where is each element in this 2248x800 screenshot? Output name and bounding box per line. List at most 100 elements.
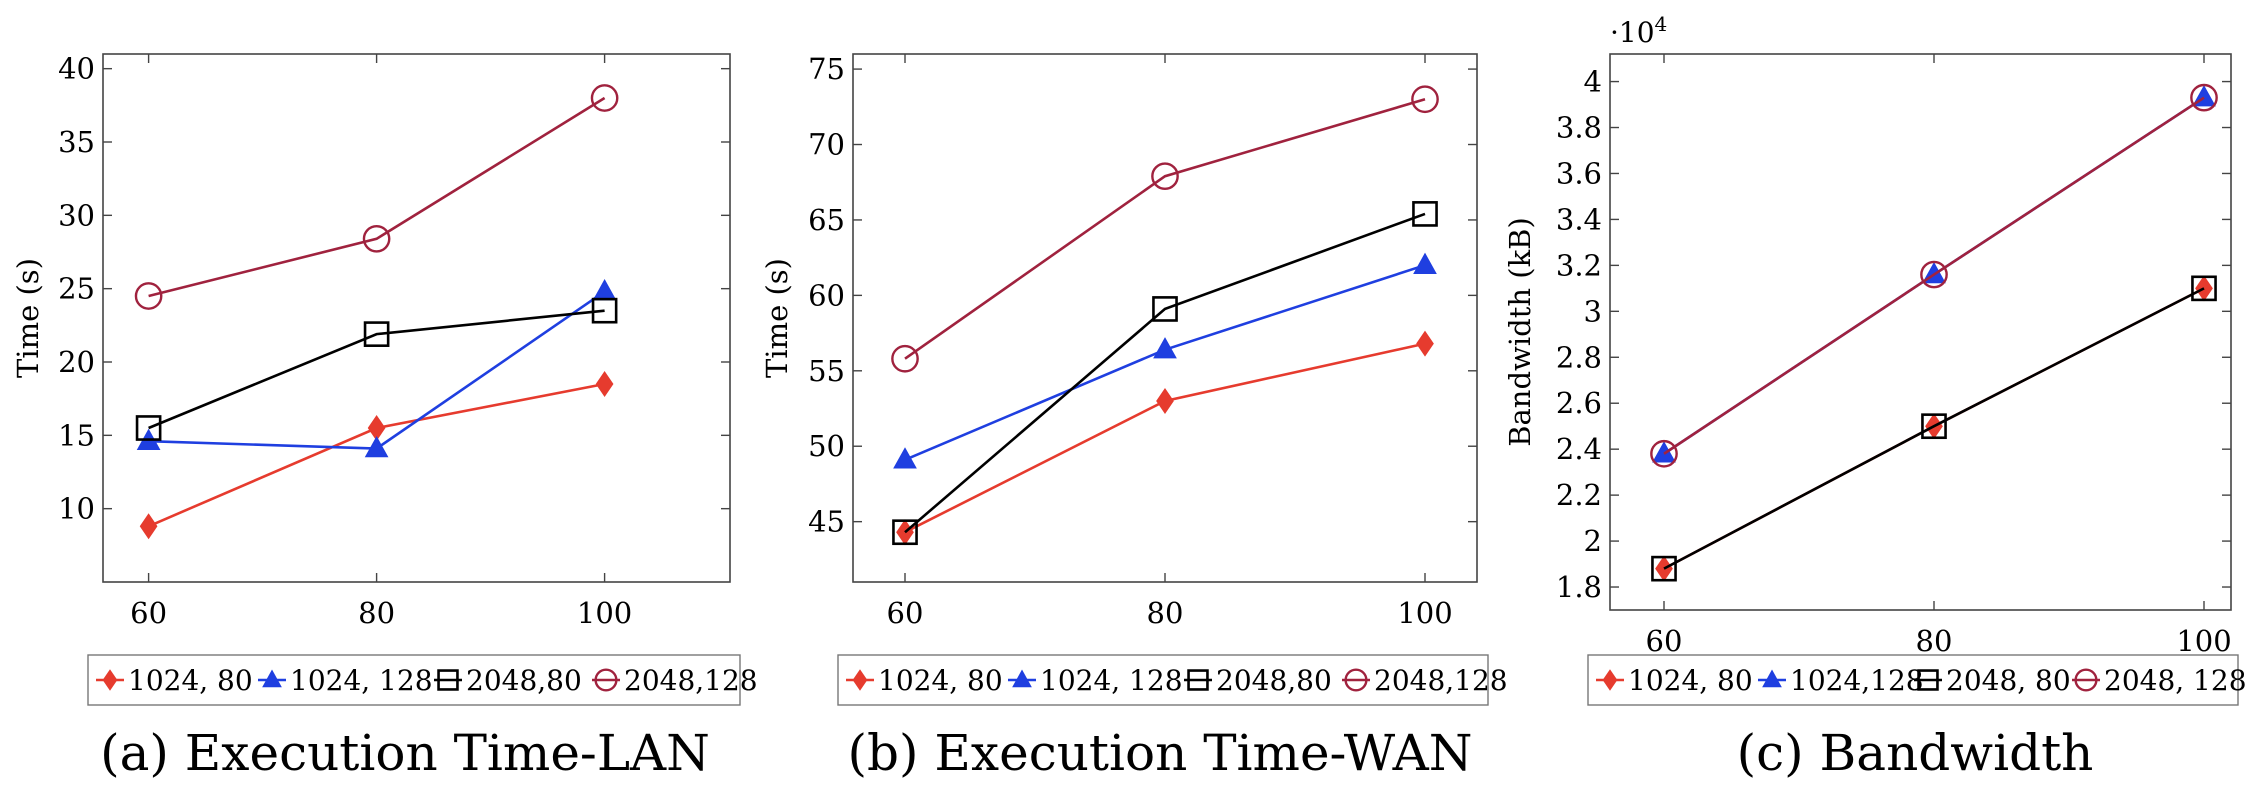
x-tick-label: 60 — [1646, 624, 1683, 658]
y-tick-label: 65 — [808, 203, 845, 237]
y-tick-label: 45 — [808, 505, 845, 539]
marker-triangle — [592, 279, 617, 301]
y-tick-label: 3.4 — [1556, 202, 1602, 236]
series-line — [1663, 96, 2205, 455]
marker-circle — [362, 224, 391, 253]
marker-circle — [891, 344, 919, 373]
y-tick-label: 25 — [58, 272, 95, 306]
y-tick-label: 35 — [58, 125, 95, 159]
marker-triangle — [1413, 252, 1437, 274]
legend-label: 1024, 80 — [1628, 664, 1753, 697]
marker-triangle — [364, 435, 389, 458]
legend-box — [87, 654, 741, 706]
y-tick-label: 10 — [58, 492, 95, 526]
marker-diamond — [852, 669, 868, 691]
marker-square — [892, 519, 918, 546]
x-tick-label: 80 — [1916, 624, 1953, 658]
y-tick-label: 60 — [808, 278, 845, 312]
plot-frame — [1609, 53, 2232, 611]
marker-diamond — [1156, 387, 1174, 414]
legend-label: 1024, 80 — [128, 664, 253, 697]
marker-diamond — [1416, 330, 1434, 357]
y-tick-label: 1.8 — [1556, 570, 1602, 604]
marker-triangle — [1153, 337, 1177, 359]
y-axis-label: Time (s) — [760, 258, 794, 378]
legend-label: 2048, 80 — [1946, 664, 2071, 697]
y-tick-label: 30 — [58, 198, 95, 232]
legend-label: 2048,128 — [1374, 664, 1508, 697]
y-tick-label: 40 — [58, 52, 95, 86]
marker-square — [363, 321, 390, 347]
series-line — [1663, 287, 2205, 570]
marker-square — [437, 669, 459, 691]
y-tick-label: 20 — [58, 345, 95, 379]
marker-diamond — [1602, 669, 1618, 691]
marker-circle — [594, 668, 618, 692]
y-tick-label: 4 — [1584, 65, 1602, 99]
legend-label: 1024,128 — [1790, 664, 1924, 697]
marker-circle — [1411, 85, 1439, 114]
x-tick-label: 80 — [1147, 596, 1184, 630]
y-tick-label: 3.2 — [1556, 248, 1602, 282]
panel-execution-time-wan: 60 80 100 45 50 55 60 65 70 75 Time (s) 1024, 80 102… — [760, 52, 1508, 782]
y-tick-label: 3 — [1584, 294, 1602, 328]
y-tick-label: 2.6 — [1556, 386, 1602, 420]
x-tick-label: 100 — [1397, 596, 1452, 630]
legend-label: 2048,80 — [1216, 664, 1332, 697]
marker-diamond — [595, 371, 614, 397]
x-tick-label: 60 — [130, 596, 167, 630]
marker-square — [1152, 296, 1178, 322]
y-tick-label: 70 — [808, 128, 845, 162]
marker-triangle — [1762, 669, 1782, 688]
marker-diamond — [139, 513, 158, 540]
y-tick-label: 2.8 — [1556, 340, 1602, 374]
marker-circle — [1344, 668, 1368, 692]
legend-box — [1587, 654, 2239, 706]
y-axis-label: Time (s) — [11, 258, 45, 378]
series-line — [904, 342, 1426, 534]
y-multiplier-base: ·10 — [1610, 16, 1655, 49]
panel-caption: (a) Execution Time-LAN — [100, 724, 710, 782]
panel-execution-time-lan: 60 80 100 10 15 20 25 30 35 40 Time (s) 1024, 80 102… — [11, 52, 758, 782]
plot-frame — [852, 53, 1478, 583]
legend-label: 1024, 128 — [1040, 664, 1183, 697]
y-tick-label: 2 — [1584, 524, 1602, 558]
x-tick-label: 60 — [887, 596, 924, 630]
marker-triangle — [262, 669, 282, 688]
panel-bandwidth: 60 80 100 1.8 2 2.2 2.4 2.6 2.8 3 3.2 3.4 3.6 3.8 4·10… — [1503, 12, 2247, 782]
y-multiplier: ·104 — [1610, 12, 1667, 49]
marker-square — [1187, 669, 1209, 691]
panel-caption: (c) Bandwidth — [1737, 724, 2094, 782]
series-line — [904, 263, 1426, 462]
series-line — [904, 98, 1426, 360]
marker-triangle — [893, 447, 917, 469]
y-multiplier-exponent: 4 — [1655, 12, 1668, 36]
series-line — [148, 309, 605, 430]
marker-circle — [590, 84, 619, 112]
legend-label: 2048,128 — [624, 664, 758, 697]
marker-circle — [2074, 668, 2098, 692]
x-tick-label: 100 — [2176, 624, 2231, 658]
y-tick-label: 75 — [808, 52, 845, 86]
y-tick-label: 3.6 — [1556, 156, 1602, 190]
y-axis-label: Bandwidth (kB) — [1503, 217, 1537, 447]
marker-circle — [1650, 439, 1678, 468]
x-tick-label: 80 — [358, 596, 395, 630]
marker-square — [1651, 555, 1677, 582]
y-tick-label: 3.8 — [1556, 111, 1602, 145]
marker-square — [1412, 201, 1438, 227]
marker-circle — [2190, 83, 2218, 112]
y-tick-label: 2.4 — [1556, 432, 1602, 466]
y-tick-label: 2.2 — [1556, 478, 1602, 512]
y-tick-label: 50 — [808, 429, 845, 463]
marker-triangle — [1652, 441, 1676, 463]
legend-label: 1024, 128 — [290, 664, 433, 697]
plot-frame — [102, 53, 731, 583]
marker-circle — [1920, 260, 1948, 289]
y-tick-label: 15 — [58, 418, 95, 452]
marker-square — [135, 415, 162, 441]
marker-circle — [1151, 162, 1179, 191]
marker-triangle — [1012, 669, 1032, 688]
marker-diamond — [102, 669, 118, 691]
